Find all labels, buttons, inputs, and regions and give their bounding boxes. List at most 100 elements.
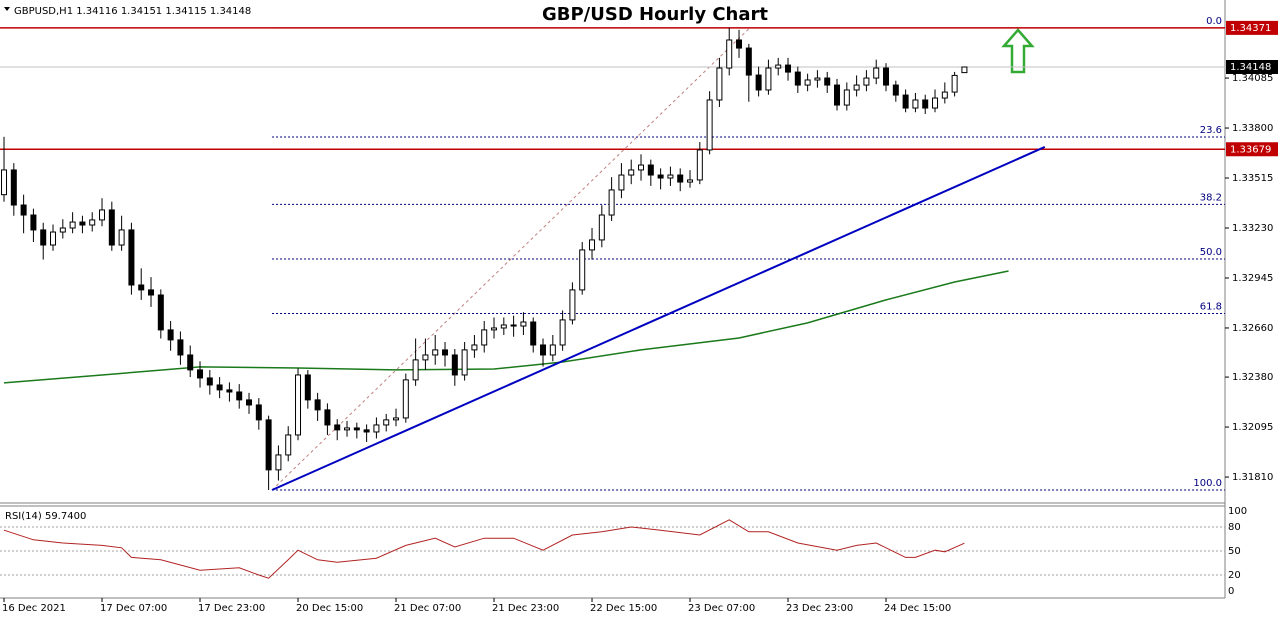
candle-body [471,344,478,351]
candle-body [442,349,449,356]
high: 1.34151 [121,6,162,17]
rsi-tick-label: 0 [1228,586,1234,597]
rsi-line [3,519,965,579]
x-tick-label: 23 Dec 23:00 [786,603,853,614]
up-arrow [1001,28,1035,74]
rsi-tick-label: 50 [1228,546,1241,557]
level-box [1226,142,1278,157]
x-tick-label: 16 Dec 2021 [2,603,66,614]
trendline [271,146,1046,491]
low: 1.34115 [165,6,206,17]
candle-body [932,97,939,109]
candle-body [892,84,899,96]
candle-body [824,77,831,86]
fib-label: 50.0 [1200,247,1222,258]
y-tick-label: 1.32380 [1232,372,1273,383]
header: GBPUSD,H1 1.34116 1.34151 1.34115 1.3414… [14,6,251,17]
candle-body [687,179,694,183]
rsi-tick-label: 80 [1228,522,1241,533]
candle-body [667,174,674,179]
fib-label: 23.6 [1200,125,1222,136]
level-label: 1.34371 [1230,23,1271,34]
candle-body [167,329,174,341]
chart-title: GBP/USD Hourly Chart [542,4,768,25]
fib-label: 100.0 [1193,478,1222,489]
candle-body [177,339,184,356]
level-label: 1.33679 [1230,144,1271,155]
candle-body [89,219,96,226]
candle-body [393,417,400,421]
y-tick-label: 1.34085 [1232,73,1273,84]
candle-body [500,324,507,329]
candle-body [40,229,47,246]
candle-body [814,77,821,81]
candle-body [373,424,380,433]
open: 1.34116 [76,6,117,17]
candle-body [432,349,439,356]
candle-body [647,164,654,176]
candle-body [677,174,684,183]
x-tick-label: 22 Dec 15:00 [590,603,657,614]
candle-body [961,66,968,74]
candle-body [569,289,576,321]
candle-body [265,419,272,471]
candle-body [108,209,115,246]
candle-body [912,99,919,109]
candle-body [579,249,586,291]
x-tick-label: 24 Dec 15:00 [884,603,951,614]
candle-body [873,67,880,79]
rsi-tick-label: 20 [1228,570,1241,581]
y-tick-label: 1.32095 [1232,422,1273,433]
candle-body [736,39,743,49]
candle-body [79,221,86,226]
candle-body [745,47,752,76]
candle-body [236,391,243,401]
candle-body [128,229,135,286]
candle-body [187,354,194,371]
candle-body [481,329,488,346]
candle-body [10,169,17,206]
x-tick-label: 20 Dec 15:00 [296,603,363,614]
candle-body [726,39,733,69]
price-label: 1.34148 [1230,62,1271,73]
rsi-tick-label: 100 [1228,506,1247,517]
candle-body [402,379,409,419]
candle-body [275,454,282,471]
candle-body [412,359,419,381]
candle-body [902,94,909,109]
candle-body [69,221,76,229]
candle-body [883,67,890,86]
candle-body [353,427,360,431]
candle-body [638,164,645,171]
candle-body [383,419,390,426]
candle-body [255,404,262,421]
candle-body [628,169,635,176]
candle-body [461,349,468,376]
candle-body [226,389,233,393]
candle-body [834,84,841,106]
candle-body [589,239,596,251]
candle-body [216,384,223,391]
candle-body [843,89,850,106]
fib-diagonal [271,27,751,491]
candle-body [324,409,331,426]
candle-body [148,289,155,296]
candle-body [491,327,498,331]
candle-body [716,67,723,101]
y-tick-label: 1.32945 [1232,273,1273,284]
price-box [1226,59,1278,74]
candle-body [59,227,66,233]
candle-body [618,174,625,191]
menu-marker [4,7,10,11]
candle-body [706,99,713,151]
candle-body [853,84,860,91]
candle-body [99,209,106,221]
candle-body [118,229,125,246]
candle-body [50,231,57,246]
x-tick-label: 23 Dec 07:00 [688,603,755,614]
candle-body [344,427,351,431]
candle-body [863,77,870,86]
candle-body [951,74,958,93]
